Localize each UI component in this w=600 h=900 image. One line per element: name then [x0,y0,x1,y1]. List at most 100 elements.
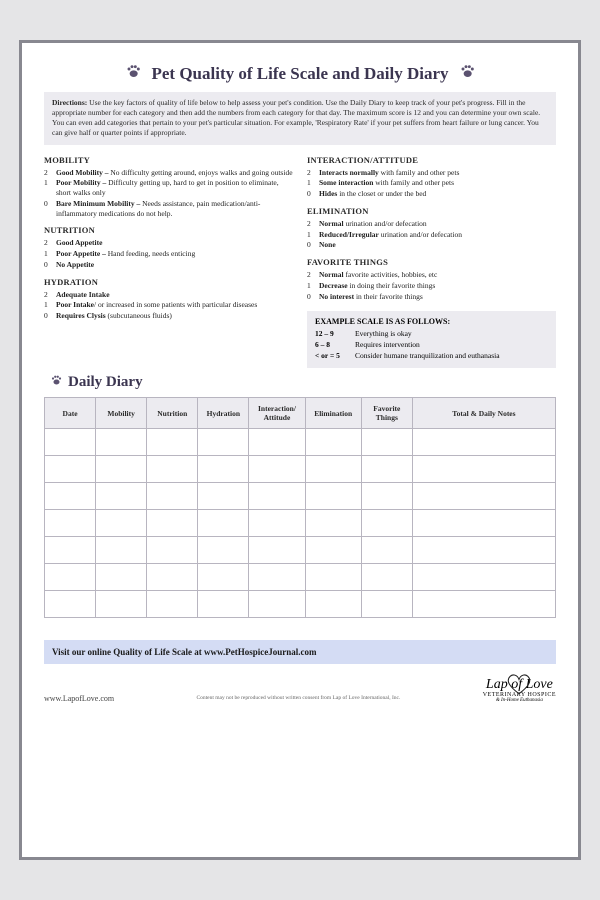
diary-cell[interactable] [96,564,147,591]
diary-cell[interactable] [305,564,361,591]
diary-cell[interactable] [198,456,249,483]
diary-cell[interactable] [361,591,412,618]
example-title: EXAMPLE SCALE IS AS FOLLOWS: [315,317,548,326]
diary-cell[interactable] [305,591,361,618]
diary-cell[interactable] [412,564,555,591]
scale-number: 2 [307,219,319,229]
diary-row [45,483,556,510]
diary-cell[interactable] [96,483,147,510]
diary-cell[interactable] [96,537,147,564]
diary-cell[interactable] [305,456,361,483]
scale-number: 2 [44,168,56,178]
diary-cell[interactable] [249,591,305,618]
diary-column-header: Nutrition [147,398,198,429]
scale-description: Normal favorite activities, hobbies, etc [319,270,556,280]
category-title: ELIMINATION [307,206,556,216]
diary-cell[interactable] [198,591,249,618]
diary-cell[interactable] [305,510,361,537]
scale-number: 0 [307,292,319,302]
diary-cell[interactable] [412,456,555,483]
diary-cell[interactable] [249,537,305,564]
diary-cell[interactable] [45,591,96,618]
diary-cell[interactable] [249,429,305,456]
diary-cell[interactable] [412,537,555,564]
diary-cell[interactable] [147,537,198,564]
diary-cell[interactable] [45,537,96,564]
logo-line3: & In-Home Euthanasia [483,698,556,703]
scale-number: 2 [307,270,319,280]
paw-icon [459,63,475,84]
diary-cell[interactable] [361,537,412,564]
diary-cell[interactable] [198,429,249,456]
scale-description: No interest in their favorite things [319,292,556,302]
diary-cell[interactable] [147,483,198,510]
left-column: MOBILITY2Good Mobility – No difficulty g… [44,155,293,369]
document-page: Pet Quality of Life Scale and Daily Diar… [19,40,581,860]
diary-cell[interactable] [45,564,96,591]
diary-cell[interactable] [249,510,305,537]
diary-cell[interactable] [198,537,249,564]
scale-item: 0Requires Clysis (subcutaneous fluids) [44,311,293,321]
diary-cell[interactable] [198,564,249,591]
diary-cell[interactable] [45,429,96,456]
example-text: Requires intervention [355,340,420,349]
diary-cell[interactable] [147,510,198,537]
diary-cell[interactable] [147,429,198,456]
diary-cell[interactable] [249,483,305,510]
diary-cell[interactable] [361,483,412,510]
example-row: 6 – 8Requires intervention [315,340,548,349]
scale-item: 1Reduced/Irregular urination and/or defe… [307,230,556,240]
diary-cell[interactable] [412,591,555,618]
footer-url: www.LapofLove.com [44,694,114,703]
diary-cell[interactable] [45,483,96,510]
scale-number: 2 [307,168,319,178]
diary-cell[interactable] [198,483,249,510]
scale-number: 0 [44,260,56,270]
diary-cell[interactable] [412,483,555,510]
example-range: 12 – 9 [315,329,355,338]
diary-cell[interactable] [198,510,249,537]
diary-cell[interactable] [249,564,305,591]
footer: www.LapofLove.com Content may not be rep… [44,672,556,703]
scale-description: Requires Clysis (subcutaneous fluids) [56,311,293,321]
diary-cell[interactable] [361,456,412,483]
diary-cell[interactable] [412,510,555,537]
scale-description: Normal urination and/or defecation [319,219,556,229]
diary-heading-row: Daily Diary [44,374,556,391]
scale-item: 1Decrease in doing their favorite things [307,281,556,291]
diary-column-header: Date [45,398,96,429]
scale-number: 1 [307,281,319,291]
diary-cell[interactable] [96,510,147,537]
diary-cell[interactable] [96,591,147,618]
diary-cell[interactable] [305,429,361,456]
diary-cell[interactable] [249,456,305,483]
scale-item: 2Interacts normally with family and othe… [307,168,556,178]
scale-description: Decrease in doing their favorite things [319,281,556,291]
scale-description: Good Appetite [56,238,293,248]
scale-number: 0 [307,189,319,199]
diary-cell[interactable] [412,429,555,456]
diary-cell[interactable] [305,537,361,564]
scale-item: 2Good Appetite [44,238,293,248]
diary-cell[interactable] [361,429,412,456]
diary-cell[interactable] [361,564,412,591]
scale-number: 0 [44,199,56,219]
scale-number: 1 [44,178,56,198]
diary-cell[interactable] [45,510,96,537]
logo: Lap of Love VETERINARY HOSPICE & In-Home… [483,672,556,703]
diary-cell[interactable] [305,483,361,510]
diary-cell[interactable] [147,564,198,591]
example-text: Everything is okay [355,329,412,338]
scale-item: 1Some interaction with family and other … [307,178,556,188]
diary-column-header: Elimination [305,398,361,429]
scale-item: 0No Appetite [44,260,293,270]
diary-cell[interactable] [96,456,147,483]
scale-description: Poor Appetite – Hand feeding, needs enti… [56,249,293,259]
diary-cell[interactable] [45,456,96,483]
diary-cell[interactable] [147,591,198,618]
category-title: NUTRITION [44,225,293,235]
category-title: FAVORITE THINGS [307,257,556,267]
diary-cell[interactable] [147,456,198,483]
diary-cell[interactable] [361,510,412,537]
diary-cell[interactable] [96,429,147,456]
